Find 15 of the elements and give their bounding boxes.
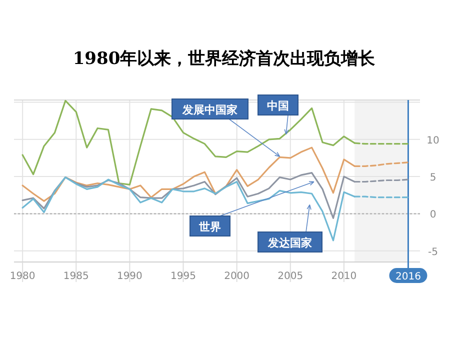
y-tick-label: 10 bbox=[426, 135, 440, 146]
y-tick-label: 5 bbox=[430, 172, 436, 184]
y-tick-label: 0 bbox=[430, 210, 436, 221]
x-tick-label: 2005 bbox=[278, 271, 304, 282]
x-tick-label: 1995 bbox=[170, 271, 196, 282]
series-label: 中国 bbox=[267, 100, 289, 112]
y-tick-label: -5 bbox=[428, 246, 438, 258]
x-tick-label: 1985 bbox=[63, 271, 89, 282]
x-tick-label: 2000 bbox=[224, 271, 250, 282]
x-tick-label: 2010 bbox=[331, 271, 357, 282]
series-label: 发达国家 bbox=[267, 236, 312, 250]
x-tick-label: 2016 bbox=[395, 272, 421, 282]
title: 1980年以来，世界经济首次出现负增长 bbox=[72, 49, 376, 69]
x-tick-label: 1990 bbox=[116, 271, 142, 282]
x-tick-label: 1980 bbox=[10, 271, 36, 282]
